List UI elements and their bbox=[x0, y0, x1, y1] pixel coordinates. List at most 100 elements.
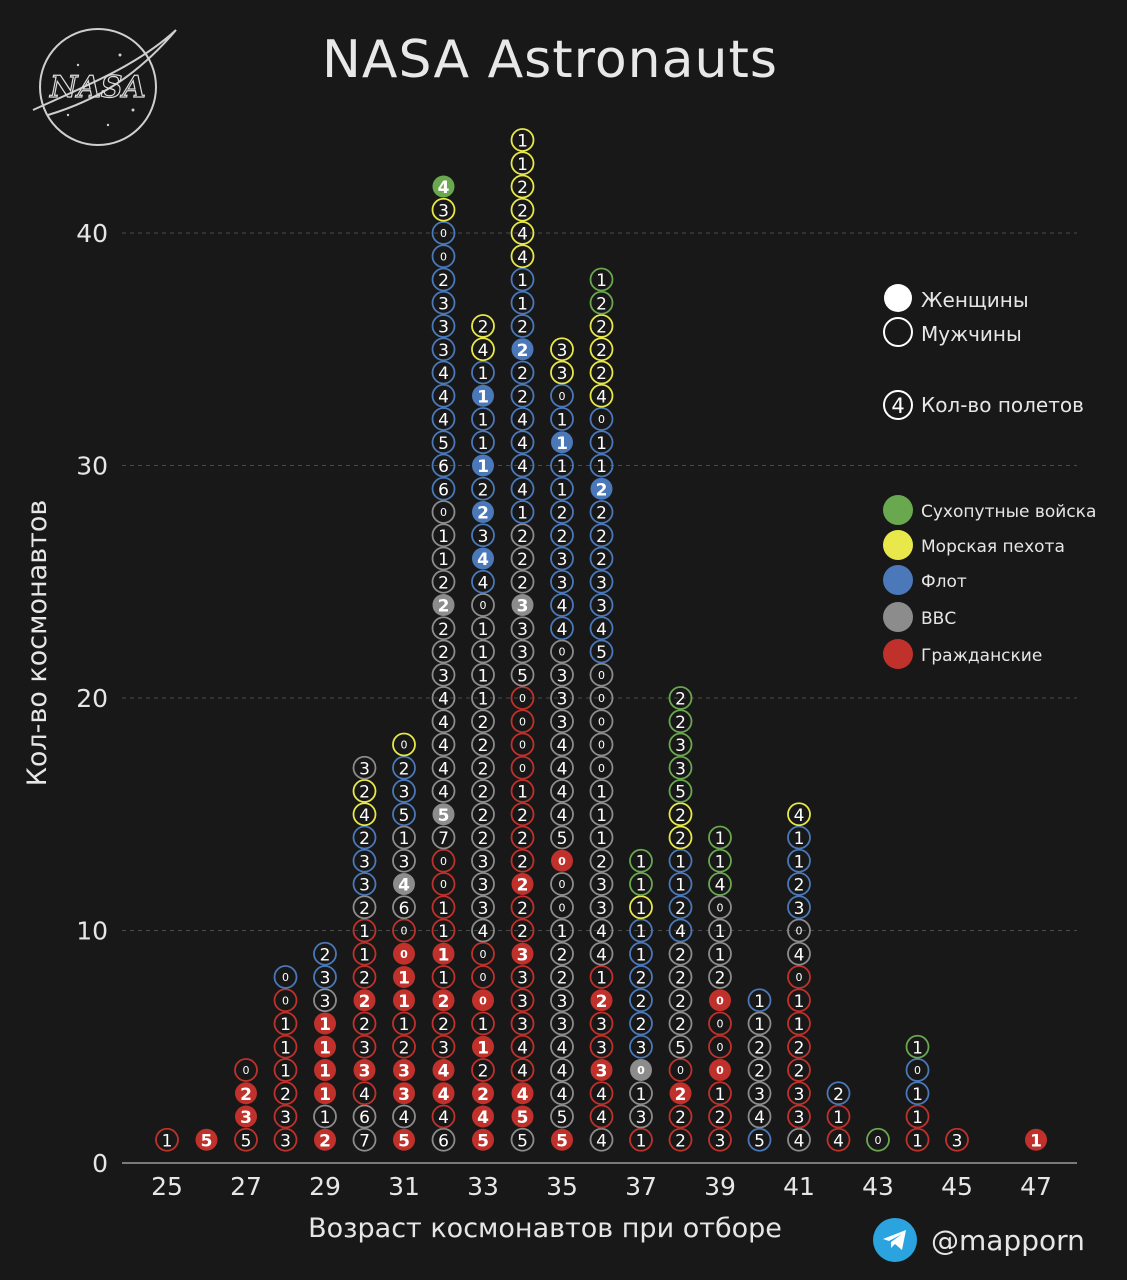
astronaut-marker: 6 bbox=[352, 1104, 377, 1129]
astronaut-marker: 2 bbox=[589, 314, 614, 338]
svg-text:6: 6 bbox=[438, 457, 449, 477]
svg-text:4: 4 bbox=[517, 1085, 529, 1105]
svg-text:3: 3 bbox=[636, 1038, 647, 1058]
svg-text:1: 1 bbox=[715, 829, 726, 849]
astronaut-marker: 3 bbox=[629, 1104, 653, 1129]
astronaut-marker: 2 bbox=[668, 686, 693, 710]
x-tick-label: 35 bbox=[546, 1172, 578, 1201]
astronaut-marker: 4 bbox=[471, 337, 495, 362]
astronaut-marker: 4 bbox=[550, 802, 574, 827]
astronaut-marker: 1 bbox=[471, 1011, 495, 1036]
svg-text:4: 4 bbox=[557, 806, 568, 826]
astronaut-marker: 0 bbox=[510, 686, 535, 710]
svg-text:2: 2 bbox=[833, 1085, 844, 1105]
svg-text:2: 2 bbox=[478, 1062, 489, 1082]
astronaut-marker: 2 bbox=[550, 500, 574, 524]
nasa-logo: NASA bbox=[32, 28, 177, 146]
svg-text:1: 1 bbox=[477, 387, 489, 407]
astronaut-marker: 2 bbox=[471, 779, 495, 803]
astronaut-marker: 2 bbox=[668, 988, 693, 1013]
svg-text:4: 4 bbox=[477, 550, 489, 570]
svg-text:1: 1 bbox=[319, 1038, 331, 1058]
astronaut-marker: 3 bbox=[431, 290, 456, 315]
astronaut-marker: 2 bbox=[510, 569, 535, 594]
svg-text:4: 4 bbox=[478, 573, 489, 593]
svg-text:3: 3 bbox=[675, 736, 686, 756]
astronaut-marker: 2 bbox=[432, 594, 455, 617]
astronaut-marker: 1 bbox=[629, 872, 653, 896]
astronaut-marker: 3 bbox=[550, 1011, 574, 1036]
astronaut-marker: 1 bbox=[708, 848, 732, 873]
svg-text:1: 1 bbox=[557, 457, 568, 477]
svg-text:4: 4 bbox=[517, 480, 528, 500]
astronaut-marker: 1 bbox=[550, 476, 574, 501]
svg-text:4: 4 bbox=[596, 387, 607, 407]
svg-text:0: 0 bbox=[598, 715, 605, 728]
svg-text:2: 2 bbox=[517, 550, 528, 570]
astronaut-marker: 1 bbox=[314, 1012, 336, 1035]
svg-text:0: 0 bbox=[717, 1018, 724, 1031]
svg-text:2: 2 bbox=[359, 969, 370, 989]
astronaut-marker: 1 bbox=[708, 1081, 732, 1106]
astronaut-marker: 2 bbox=[668, 895, 693, 920]
svg-text:2: 2 bbox=[557, 504, 568, 524]
astronaut-marker: 3 bbox=[589, 593, 614, 617]
svg-text:4: 4 bbox=[715, 876, 726, 896]
astronaut-marker: 5 bbox=[392, 802, 416, 827]
svg-text:1: 1 bbox=[794, 852, 805, 872]
svg-text:3: 3 bbox=[557, 666, 568, 686]
astronaut-marker: 3 bbox=[273, 1127, 298, 1152]
astronaut-marker: 3 bbox=[510, 639, 535, 664]
astronaut-marker: 7 bbox=[352, 1127, 377, 1152]
svg-text:0: 0 bbox=[796, 971, 803, 984]
svg-text:2: 2 bbox=[359, 783, 370, 803]
svg-text:1: 1 bbox=[280, 1015, 291, 1035]
astronaut-marker: 2 bbox=[313, 941, 337, 966]
astronaut-marker: 1 bbox=[826, 1104, 851, 1129]
telegram-handle[interactable]: @mapporn bbox=[873, 1218, 1085, 1262]
astronaut-marker: 3 bbox=[589, 872, 614, 896]
svg-text:0: 0 bbox=[914, 1064, 921, 1077]
svg-text:0: 0 bbox=[479, 994, 487, 1007]
svg-text:1: 1 bbox=[517, 132, 528, 152]
astronaut-marker: 1 bbox=[905, 1034, 930, 1059]
astronaut-marker: 0 bbox=[431, 244, 456, 269]
astronaut-marker: 0 bbox=[708, 895, 732, 920]
svg-text:4: 4 bbox=[517, 225, 528, 245]
astronaut-marker: 1 bbox=[472, 1035, 494, 1058]
astronaut-marker: 2 bbox=[668, 1011, 693, 1036]
astronaut-marker: 3 bbox=[313, 988, 337, 1013]
astronaut-marker: 1 bbox=[787, 1011, 811, 1036]
astronaut-marker: 1 bbox=[589, 825, 614, 850]
x-tick-label: 41 bbox=[783, 1172, 815, 1201]
astronaut-marker: 0 bbox=[589, 686, 614, 710]
astronaut-marker: 2 bbox=[431, 569, 456, 594]
astronaut-marker: 3 bbox=[393, 1059, 415, 1082]
astronaut-marker: 3 bbox=[352, 872, 377, 896]
astronaut-marker: 3 bbox=[787, 1081, 811, 1106]
astronaut-marker: 2 bbox=[629, 1011, 653, 1036]
svg-text:0: 0 bbox=[243, 1064, 250, 1077]
astronaut-marker: 2 bbox=[510, 174, 535, 199]
svg-text:1: 1 bbox=[398, 969, 410, 989]
astronaut-marker: 4 bbox=[352, 1081, 377, 1106]
astronaut-marker: 1 bbox=[551, 431, 573, 454]
svg-text:3: 3 bbox=[398, 1085, 410, 1105]
svg-text:5: 5 bbox=[517, 1108, 529, 1128]
astronaut-marker: 3 bbox=[392, 779, 416, 803]
svg-text:4: 4 bbox=[557, 597, 568, 617]
astronaut-marker: 4 bbox=[431, 360, 456, 385]
svg-text:4: 4 bbox=[596, 1131, 607, 1151]
svg-text:1: 1 bbox=[478, 666, 489, 686]
svg-text:0: 0 bbox=[598, 692, 605, 705]
svg-text:1: 1 bbox=[517, 783, 528, 803]
svg-text:3: 3 bbox=[438, 201, 449, 221]
svg-text:4: 4 bbox=[557, 759, 568, 779]
svg-text:2: 2 bbox=[675, 1131, 686, 1151]
svg-text:3: 3 bbox=[517, 597, 529, 617]
astronaut-marker: 0 bbox=[589, 709, 614, 734]
svg-text:2: 2 bbox=[478, 759, 489, 779]
astronaut-marker: 2 bbox=[314, 1128, 336, 1151]
astronaut-marker: 4 bbox=[510, 1058, 535, 1082]
astronaut-marker: 1 bbox=[510, 500, 535, 524]
